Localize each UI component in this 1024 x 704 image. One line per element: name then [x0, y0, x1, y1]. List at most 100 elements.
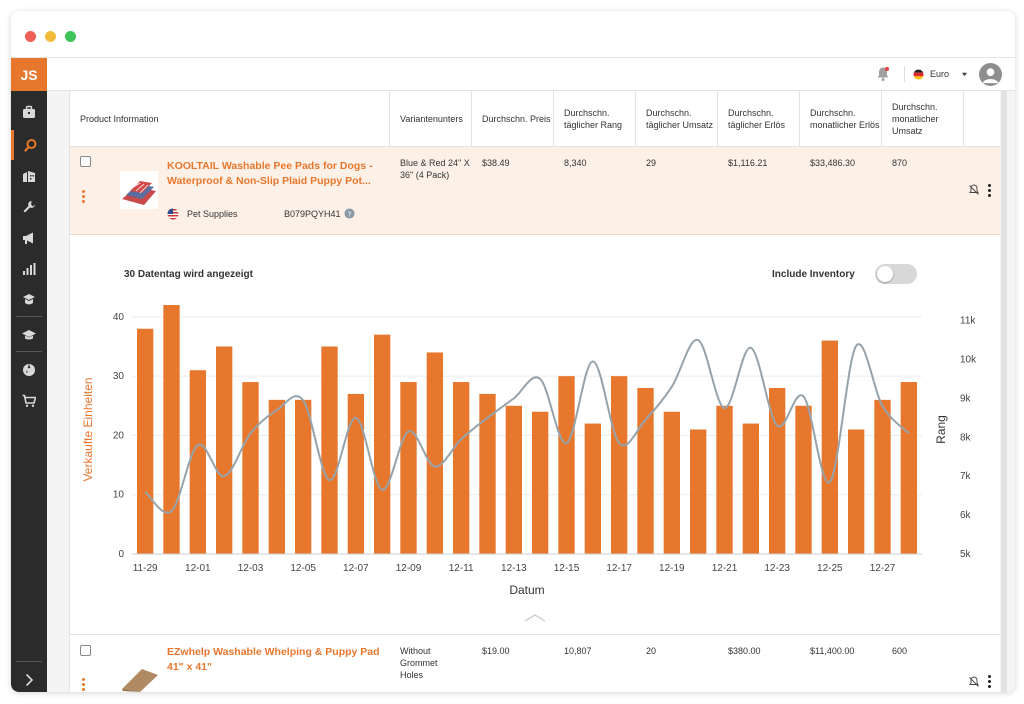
- sidebar-item-suppliers[interactable]: [11, 161, 47, 191]
- bar: [769, 388, 786, 554]
- search-icon: [23, 139, 36, 152]
- academy-icon: [23, 294, 35, 305]
- row-drag-handle[interactable]: [82, 190, 86, 205]
- category-label: Pet Supplies: [187, 209, 238, 219]
- close-window-button[interactable]: [25, 31, 36, 42]
- row-menu-button[interactable]: [988, 675, 992, 690]
- chevron-up-icon: [524, 614, 546, 622]
- currency-selector[interactable]: Euro: [913, 67, 968, 81]
- sidebar-item-courses[interactable]: [11, 320, 47, 350]
- bar: [505, 405, 522, 554]
- chart-bars: [137, 305, 917, 554]
- monthly-revenue-cell: $11,400.00: [810, 646, 855, 656]
- sidebar-item-extension[interactable]: [11, 355, 47, 385]
- bar: [637, 388, 654, 554]
- sidebar-item-tools[interactable]: [11, 192, 47, 222]
- y2-tick-label: 8k: [960, 432, 972, 443]
- y2-tick-label: 10k: [960, 354, 977, 365]
- notification-button[interactable]: [875, 66, 891, 82]
- user-avatar-icon: [982, 68, 999, 84]
- column-header-daily-rank[interactable]: Durchschn. täglicher Rang: [554, 91, 636, 147]
- chart-grid: [132, 316, 922, 496]
- sales-rank-chart: 0 10 20 30 40 5k 6k 7k 8k 9k 10k 11k 11-29 12-01 12-03…: [81, 305, 977, 597]
- table-row[interactable]: EZwhelp Washable Whelping & Puppy Pad 41…: [70, 635, 1000, 692]
- product-title-link[interactable]: KOOLTAIL Washable Pee Pads for Dogs - Wa…: [167, 160, 373, 187]
- sidebar-item-research[interactable]: [11, 130, 47, 160]
- sidebar-item-academy[interactable]: [11, 285, 47, 315]
- maximize-window-button[interactable]: [65, 31, 76, 42]
- table-header: Product Information Variantenunters Durc…: [70, 91, 1000, 147]
- bar: [821, 340, 838, 554]
- x-tick-label: 12-01: [185, 563, 211, 574]
- product-table-panel: Product Information Variantenunters Durc…: [69, 91, 1000, 692]
- bar: [558, 376, 575, 554]
- germany-flag-icon: [913, 68, 924, 80]
- column-header-monthly-revenue[interactable]: Durchschn. monatlicher Erlös: [800, 91, 882, 147]
- sidebar-item-products[interactable]: [11, 97, 47, 127]
- x-tick-label: 12-09: [396, 563, 422, 574]
- sidebar-item-marketing[interactable]: [11, 223, 47, 253]
- sidebar-item-analytics[interactable]: [11, 254, 47, 284]
- include-inventory-label: Include Inventory: [772, 269, 855, 280]
- table-row[interactable]: KOOLTAIL Washable Pee Pads for Dogs - Wa…: [70, 147, 1000, 235]
- daily-revenue-cell: $380.00: [728, 646, 761, 656]
- user-avatar-button[interactable]: [979, 63, 1002, 86]
- y-tick-label: 0: [118, 549, 124, 560]
- top-bar: Euro: [47, 58, 1015, 91]
- bar: [216, 346, 233, 554]
- bar: [189, 370, 206, 554]
- daily-rank-cell: 8,340: [564, 158, 587, 168]
- minimize-window-button[interactable]: [45, 31, 56, 42]
- row-drag-handle[interactable]: [82, 678, 86, 692]
- product-image[interactable]: [120, 171, 158, 209]
- column-header-daily-sales[interactable]: Durchschn. täglicher Umsatz: [636, 91, 718, 147]
- bar: [742, 423, 759, 554]
- monthly-revenue-cell: $33,486.30: [810, 158, 856, 168]
- currency-label: Euro: [930, 69, 950, 79]
- include-inventory-toggle[interactable]: [875, 264, 917, 284]
- bar: [374, 334, 391, 554]
- row-checkbox[interactable]: [80, 645, 91, 656]
- bar: [163, 305, 180, 554]
- y2-tick-label: 5k: [960, 549, 972, 560]
- graduation-cap-icon: [22, 330, 36, 340]
- product-image[interactable]: [120, 663, 160, 692]
- x-tick-label: 11-29: [133, 563, 158, 574]
- megaphone-icon: [23, 232, 33, 244]
- help-icon[interactable]: ?: [344, 208, 355, 219]
- sidebar-expand-button[interactable]: [11, 665, 47, 692]
- app-logo[interactable]: JS: [11, 58, 47, 91]
- svg-text:?: ?: [347, 209, 351, 218]
- column-header-variant[interactable]: Variantenunters: [390, 91, 472, 147]
- us-flag-icon: [167, 208, 179, 220]
- briefcase-icon: [23, 105, 35, 118]
- price-cell: $38.49: [482, 158, 510, 168]
- chart-axes: 0 10 20 30 40 5k 6k 7k 8k 9k 10k 11k 11-29 12-01 12-03…: [81, 312, 977, 597]
- title-bar: [11, 11, 1015, 58]
- column-header-price[interactable]: Durchschn. Preis: [472, 91, 554, 147]
- bar: [479, 393, 496, 554]
- row-checkbox[interactable]: [80, 156, 91, 167]
- asin-label: B079PQYH41: [284, 208, 341, 219]
- column-header-product[interactable]: Product Information: [70, 91, 390, 147]
- mute-alert-button[interactable]: [968, 183, 980, 201]
- y-tick-label: 10: [113, 490, 125, 501]
- x-tick-label: 12-07: [343, 563, 369, 574]
- collapse-chart-button[interactable]: [523, 610, 547, 628]
- x-tick-label: 12-19: [659, 563, 685, 574]
- y-tick-label: 30: [113, 371, 125, 382]
- x-tick-label: 12-27: [870, 563, 896, 574]
- monthly-sales-cell: 870: [892, 158, 908, 168]
- column-header-monthly-sales[interactable]: Durchschn. monatlicher Umsatz: [882, 91, 964, 147]
- variant-cell: Without Grommet Holes: [400, 646, 438, 680]
- aperture-icon: [23, 364, 35, 376]
- column-header-daily-revenue[interactable]: Durchschn. täglicher Erlös: [718, 91, 800, 147]
- y-tick-label: 40: [113, 312, 125, 323]
- vertical-scrollbar[interactable]: [1001, 91, 1007, 692]
- mute-alert-button[interactable]: [968, 675, 980, 692]
- row-menu-button[interactable]: [988, 184, 992, 199]
- y2-tick-label: 11k: [960, 316, 976, 327]
- sidebar-item-shop[interactable]: [11, 386, 47, 416]
- product-title-link[interactable]: EZwhelp Washable Whelping & Puppy Pad 41…: [167, 646, 380, 673]
- x-tick-label: 12-17: [606, 563, 632, 574]
